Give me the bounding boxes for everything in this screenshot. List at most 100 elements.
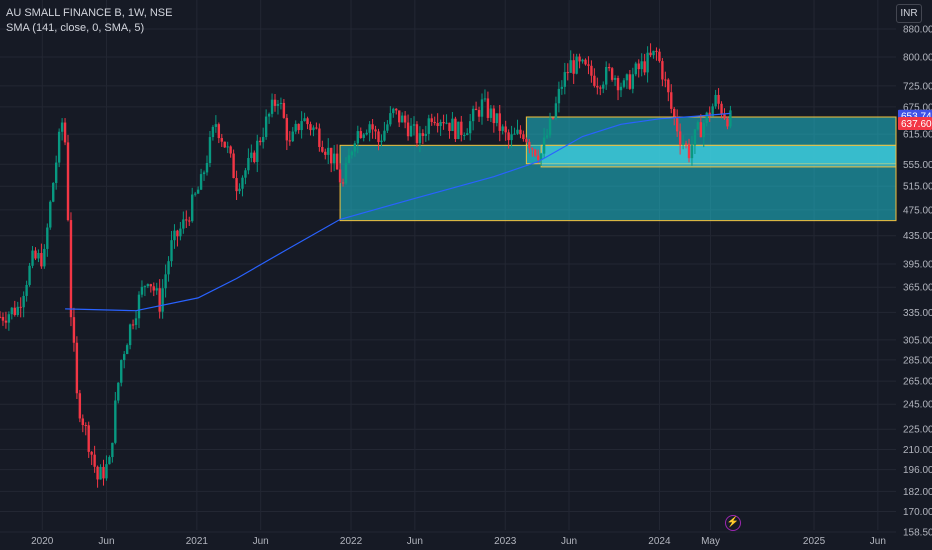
price-tick: 725.00 (903, 81, 932, 92)
candle-body (439, 121, 442, 127)
price-axis[interactable]: 880.00 800.00 725.00 675.00 615.00 555.00 515.… (903, 25, 932, 539)
candle-body (398, 110, 401, 123)
candle-body (652, 50, 655, 56)
candle-body (208, 137, 212, 164)
candle-body (705, 112, 708, 124)
candle-body (356, 131, 360, 144)
symbol-title[interactable]: AU SMALL FINANCE B, 1W, NSE (6, 7, 173, 19)
candle-body (244, 170, 247, 178)
candle-body (578, 56, 581, 62)
candle-body (560, 86, 564, 89)
candle-body (673, 108, 676, 117)
candle-body (93, 454, 96, 467)
candle-body (365, 132, 368, 135)
candle-body (297, 123, 300, 131)
candle-body (513, 133, 516, 135)
candle-body (173, 230, 176, 241)
indicator-label[interactable]: SMA (141, close, 0, SMA, 5) (6, 22, 145, 34)
candle-body (717, 94, 720, 104)
price-badge-text: 637.60 (901, 119, 932, 130)
time-tick: 2022 (340, 536, 363, 547)
lightning-icon[interactable]: ⚡ (725, 515, 741, 531)
candle-body (581, 59, 584, 62)
currency-badge[interactable]: INR (896, 4, 922, 23)
candle-body (519, 129, 522, 135)
candles (0, 43, 732, 488)
candle-body (117, 382, 120, 401)
candle-body (128, 324, 132, 346)
candle-body (436, 123, 439, 127)
candle-body (146, 284, 150, 287)
candle-body (664, 79, 667, 81)
candle-body (220, 138, 223, 142)
candle-body (46, 227, 49, 249)
candle-body (185, 219, 188, 221)
candle-body (406, 122, 410, 137)
candle-body (587, 64, 590, 66)
candle-body (347, 155, 351, 164)
candle-body (625, 74, 629, 81)
candle-body (528, 141, 531, 149)
time-tick: Jun (407, 536, 423, 547)
candle-body (1, 317, 5, 321)
candle-body (114, 400, 117, 443)
candle-body (510, 134, 513, 141)
price-tick: 365.00 (903, 283, 932, 294)
candle-body (418, 133, 422, 144)
candle-body (678, 131, 682, 145)
sma-line (65, 112, 731, 312)
candle-body (10, 307, 14, 315)
candle-body (637, 63, 640, 70)
time-tick: Jun (98, 536, 114, 547)
candle-body (170, 240, 173, 262)
candle-body (327, 147, 330, 155)
candle-body (667, 79, 670, 93)
candle-body (661, 61, 664, 80)
price-tick: 475.00 (903, 205, 932, 216)
candle-body (161, 288, 164, 312)
candle-body (84, 425, 87, 427)
candle-body (545, 135, 549, 138)
time-tick: 2021 (186, 536, 209, 547)
price-tick: 285.00 (903, 355, 932, 366)
candle-body (261, 136, 265, 143)
candle-body (57, 131, 61, 163)
candle-body (131, 324, 135, 326)
candle-body (433, 121, 436, 124)
candle-body (463, 134, 466, 136)
candle-body (288, 140, 291, 142)
candle-body (238, 188, 241, 192)
time-axis[interactable]: 2020 Jun 2021 Jun 2022 Jun 2023 Jun 2024 May 2025 J… (31, 536, 886, 547)
candle-body (155, 288, 158, 291)
price-tick: 395.00 (903, 260, 932, 271)
candle-body (400, 115, 404, 123)
candle-body (309, 124, 312, 131)
price-tick: 265.00 (903, 377, 932, 388)
candle-body (557, 88, 561, 104)
candle-body (140, 286, 144, 295)
candle-body (202, 172, 206, 175)
candle-body (427, 118, 430, 134)
candle-body (610, 68, 614, 80)
price-tick: 515.00 (903, 182, 932, 193)
candle-body (593, 75, 596, 86)
candle-body (590, 65, 593, 76)
candle-body (214, 124, 218, 127)
candle-body (223, 141, 226, 148)
candle-body (640, 61, 643, 70)
candle-body (548, 118, 552, 136)
candle-body (542, 137, 546, 154)
candle-body (99, 466, 102, 480)
candle-body (466, 133, 469, 135)
candle-body (37, 252, 40, 259)
candle-body (498, 113, 501, 131)
candle-body (720, 103, 723, 115)
candle-body (421, 133, 425, 136)
candle-body (457, 121, 460, 140)
candle-body (605, 66, 608, 85)
candle-body (569, 60, 572, 73)
candle-body (539, 153, 543, 160)
candle-body (690, 145, 694, 159)
